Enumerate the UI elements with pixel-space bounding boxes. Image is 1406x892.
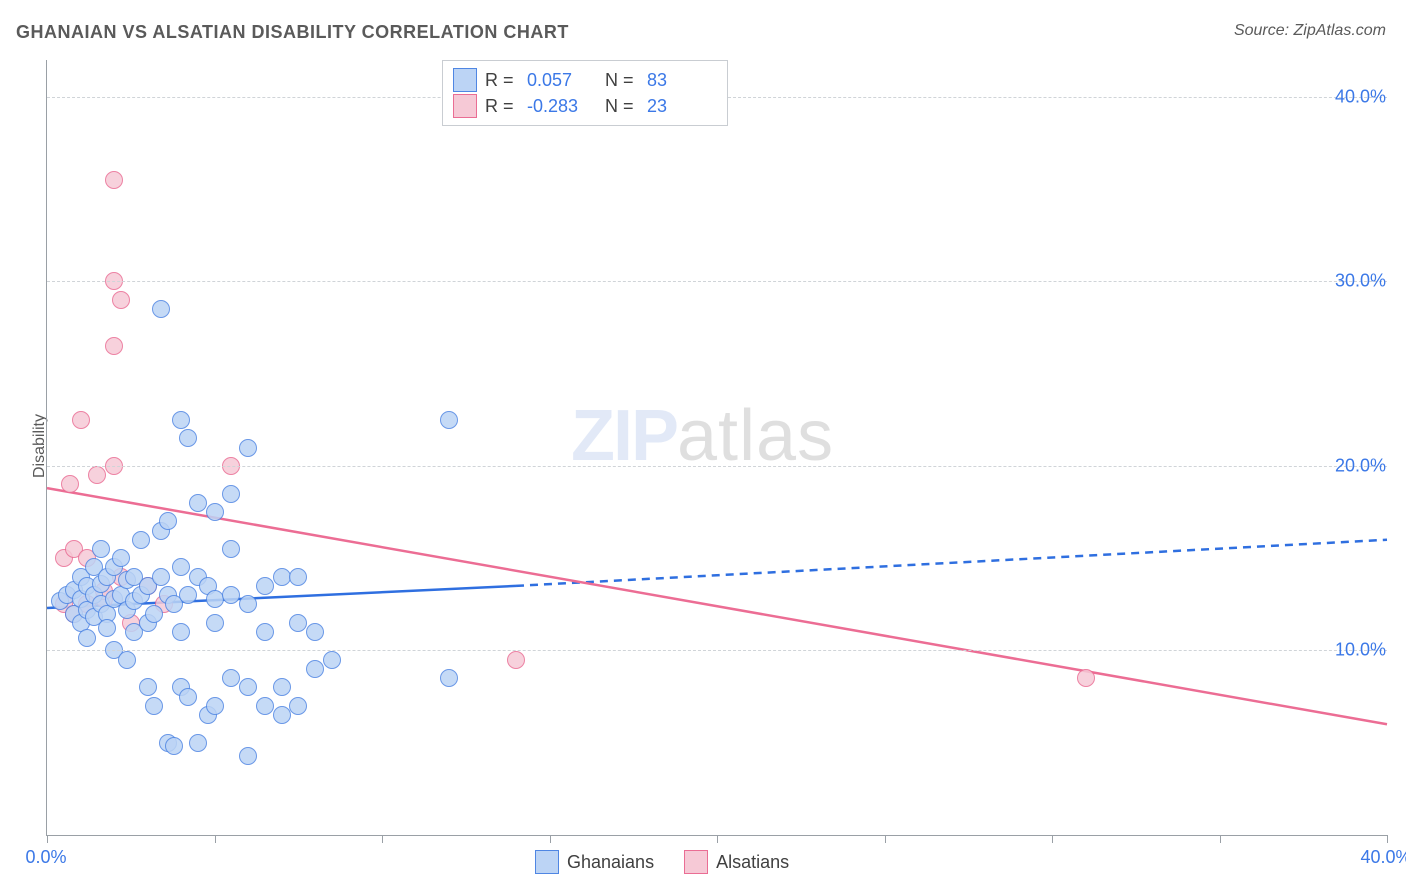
- marker-ghanaians: [222, 586, 240, 604]
- gridline: [47, 281, 1387, 282]
- marker-ghanaians: [273, 678, 291, 696]
- marker-ghanaians: [289, 568, 307, 586]
- marker-alsatians: [88, 466, 106, 484]
- legend-r-value: 0.057: [527, 67, 597, 93]
- marker-ghanaians: [118, 651, 136, 669]
- x-tick: [1387, 835, 1388, 843]
- marker-ghanaians: [189, 494, 207, 512]
- marker-ghanaians: [256, 623, 274, 641]
- marker-ghanaians: [172, 623, 190, 641]
- marker-alsatians: [507, 651, 525, 669]
- marker-ghanaians: [289, 614, 307, 632]
- legend-swatch: [453, 68, 477, 92]
- legend-n-value: 83: [647, 67, 717, 93]
- marker-ghanaians: [206, 503, 224, 521]
- legend-label: Ghanaians: [567, 852, 654, 873]
- legend-n-value: 23: [647, 93, 717, 119]
- marker-ghanaians: [152, 568, 170, 586]
- x-tick-label: 0.0%: [25, 847, 66, 868]
- marker-ghanaians: [145, 605, 163, 623]
- x-tick: [550, 835, 551, 843]
- legend-swatch: [453, 94, 477, 118]
- marker-ghanaians: [172, 411, 190, 429]
- marker-ghanaians: [98, 619, 116, 637]
- marker-ghanaians: [273, 568, 291, 586]
- legend-n-label: N =: [605, 67, 639, 93]
- gridline: [47, 466, 1387, 467]
- chart-title: GHANAIAN VS ALSATIAN DISABILITY CORRELAT…: [16, 22, 569, 43]
- marker-ghanaians: [256, 577, 274, 595]
- marker-alsatians: [112, 291, 130, 309]
- source-label: Source: ZipAtlas.com: [1234, 22, 1386, 40]
- marker-ghanaians: [139, 678, 157, 696]
- marker-ghanaians: [172, 558, 190, 576]
- marker-ghanaians: [152, 300, 170, 318]
- marker-ghanaians: [256, 697, 274, 715]
- plot-area: ZIPatlas: [46, 60, 1387, 836]
- marker-alsatians: [61, 475, 79, 493]
- marker-ghanaians: [145, 697, 163, 715]
- x-tick: [215, 835, 216, 843]
- marker-ghanaians: [92, 540, 110, 558]
- legend-n-label: N =: [605, 93, 639, 119]
- marker-alsatians: [1077, 669, 1095, 687]
- y-tick-label: 30.0%: [1335, 271, 1386, 292]
- marker-ghanaians: [323, 651, 341, 669]
- marker-ghanaians: [306, 623, 324, 641]
- x-tick: [717, 835, 718, 843]
- marker-ghanaians: [239, 595, 257, 613]
- legend-item: Ghanaians: [535, 850, 654, 874]
- marker-ghanaians: [179, 429, 197, 447]
- legend-correlation: R = 0.057 N = 83 R = -0.283 N = 23: [442, 60, 728, 126]
- legend-label: Alsatians: [716, 852, 789, 873]
- y-tick-label: 20.0%: [1335, 455, 1386, 476]
- marker-ghanaians: [440, 411, 458, 429]
- x-tick: [47, 835, 48, 843]
- marker-ghanaians: [440, 669, 458, 687]
- marker-ghanaians: [273, 706, 291, 724]
- marker-alsatians: [72, 411, 90, 429]
- marker-ghanaians: [222, 669, 240, 687]
- marker-alsatians: [105, 171, 123, 189]
- marker-ghanaians: [206, 590, 224, 608]
- y-tick-label: 40.0%: [1335, 86, 1386, 107]
- x-tick: [885, 835, 886, 843]
- marker-ghanaians: [78, 629, 96, 647]
- legend-r-label: R =: [485, 67, 519, 93]
- marker-ghanaians: [206, 614, 224, 632]
- legend-row: R = -0.283 N = 23: [453, 93, 717, 119]
- marker-ghanaians: [289, 697, 307, 715]
- marker-ghanaians: [189, 734, 207, 752]
- legend-item: Alsatians: [684, 850, 789, 874]
- legend-row: R = 0.057 N = 83: [453, 67, 717, 93]
- x-tick: [1220, 835, 1221, 843]
- marker-ghanaians: [239, 678, 257, 696]
- legend-swatch: [684, 850, 708, 874]
- marker-ghanaians: [206, 697, 224, 715]
- gridline: [47, 650, 1387, 651]
- marker-ghanaians: [159, 512, 177, 530]
- marker-ghanaians: [179, 688, 197, 706]
- marker-alsatians: [105, 337, 123, 355]
- marker-ghanaians: [222, 540, 240, 558]
- marker-ghanaians: [165, 737, 183, 755]
- marker-ghanaians: [239, 747, 257, 765]
- marker-ghanaians: [306, 660, 324, 678]
- marker-ghanaians: [112, 549, 130, 567]
- legend-r-label: R =: [485, 93, 519, 119]
- trend-line: [516, 540, 1387, 586]
- x-tick: [1052, 835, 1053, 843]
- legend-series: Ghanaians Alsatians: [535, 850, 789, 874]
- x-tick: [382, 835, 383, 843]
- marker-ghanaians: [179, 586, 197, 604]
- legend-swatch: [535, 850, 559, 874]
- marker-ghanaians: [239, 439, 257, 457]
- y-tick-label: 10.0%: [1335, 640, 1386, 661]
- x-tick-label: 40.0%: [1360, 847, 1406, 868]
- marker-ghanaians: [222, 485, 240, 503]
- legend-r-value: -0.283: [527, 93, 597, 119]
- marker-ghanaians: [132, 531, 150, 549]
